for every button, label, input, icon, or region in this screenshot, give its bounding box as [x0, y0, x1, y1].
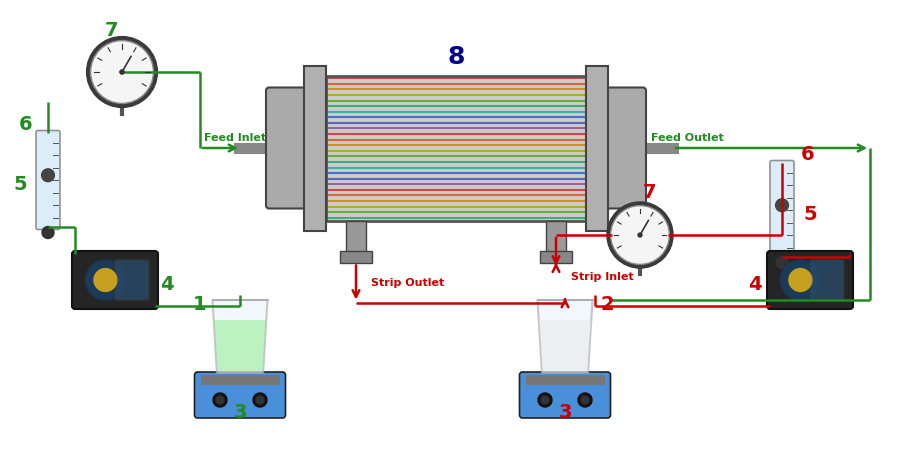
Circle shape	[607, 202, 673, 268]
Text: 7: 7	[105, 20, 119, 40]
Circle shape	[91, 40, 153, 103]
Circle shape	[581, 396, 589, 404]
FancyBboxPatch shape	[72, 251, 158, 309]
Bar	[340, 251, 372, 263]
Circle shape	[256, 396, 264, 404]
Text: Strip Inlet: Strip Inlet	[571, 273, 633, 283]
Text: 8: 8	[448, 46, 465, 70]
Text: 5: 5	[804, 206, 817, 224]
Text: Strip Outlet: Strip Outlet	[371, 278, 444, 288]
Text: Feed Inlet: Feed Inlet	[204, 133, 266, 143]
Bar	[326, 76, 586, 221]
Circle shape	[86, 260, 125, 300]
Polygon shape	[537, 300, 593, 373]
FancyBboxPatch shape	[586, 66, 608, 231]
Text: Feed Outlet: Feed Outlet	[651, 133, 724, 143]
Text: 4: 4	[160, 275, 174, 294]
FancyBboxPatch shape	[195, 372, 285, 418]
Circle shape	[612, 207, 668, 263]
FancyBboxPatch shape	[36, 131, 60, 229]
Bar	[326, 76, 586, 221]
FancyBboxPatch shape	[266, 87, 307, 208]
Circle shape	[781, 260, 820, 300]
Text: 1: 1	[193, 295, 207, 314]
Polygon shape	[539, 320, 591, 371]
Circle shape	[42, 227, 54, 238]
FancyBboxPatch shape	[810, 260, 844, 300]
Bar	[525, 375, 604, 385]
FancyBboxPatch shape	[767, 251, 853, 309]
Text: 6: 6	[801, 146, 814, 165]
Circle shape	[538, 393, 552, 407]
Circle shape	[776, 257, 788, 268]
Text: 2: 2	[600, 295, 613, 314]
Circle shape	[638, 233, 642, 237]
FancyBboxPatch shape	[770, 161, 794, 259]
Text: 7: 7	[643, 183, 657, 202]
Circle shape	[776, 199, 788, 212]
Circle shape	[120, 70, 124, 74]
Circle shape	[213, 393, 227, 407]
Bar	[540, 251, 572, 263]
Text: 3: 3	[233, 404, 246, 423]
Bar	[546, 221, 566, 256]
Circle shape	[611, 206, 670, 264]
FancyBboxPatch shape	[304, 66, 326, 231]
Text: 4: 4	[748, 275, 762, 294]
FancyBboxPatch shape	[114, 260, 149, 300]
Text: 6: 6	[19, 116, 33, 135]
Bar	[346, 221, 366, 256]
Circle shape	[253, 393, 267, 407]
Circle shape	[541, 396, 549, 404]
Circle shape	[216, 396, 224, 404]
Bar	[200, 375, 279, 385]
Circle shape	[789, 268, 812, 292]
Text: 5: 5	[14, 176, 27, 194]
Text: 3: 3	[558, 404, 572, 423]
FancyBboxPatch shape	[605, 87, 646, 208]
Circle shape	[87, 36, 158, 107]
Polygon shape	[213, 300, 267, 373]
FancyBboxPatch shape	[519, 372, 611, 418]
Circle shape	[94, 268, 117, 292]
Polygon shape	[214, 320, 265, 371]
Circle shape	[42, 169, 54, 182]
Circle shape	[92, 42, 152, 102]
Circle shape	[578, 393, 592, 407]
